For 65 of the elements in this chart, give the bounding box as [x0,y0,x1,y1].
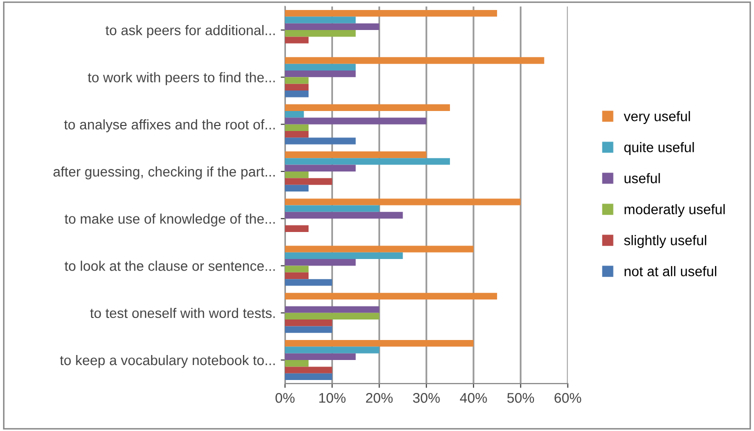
legend-label: slightly useful [624,235,706,248]
legend-label: very useful [624,111,690,124]
bar [285,292,498,300]
y-tick-label: to keep a vocabulary notebook to... [60,354,275,368]
bar [285,252,403,260]
bar [285,104,450,111]
bar [285,353,356,360]
bar [285,306,380,313]
bar [285,130,309,138]
y-tick-label: after guessing, checking if the part... [53,166,275,180]
x-tick-label: 10% [319,392,346,403]
bar [285,84,309,91]
bar [285,138,356,144]
x-tick-label: 60% [554,392,582,403]
x-tick-label: 40% [460,392,487,403]
bar [285,178,332,185]
bar [285,30,356,37]
bar [285,90,309,98]
x-tick-label: 0% [276,392,295,403]
bar [285,225,309,232]
bar [285,198,521,206]
bar [285,346,380,354]
bar [285,164,356,172]
x-tick-label: 50% [507,392,534,403]
bar [285,57,544,64]
legend-label: moderatly useful [624,204,725,217]
y-tick-label: to look at the clause or sentence... [64,260,275,271]
bar [285,312,380,320]
bar [285,184,309,192]
bar [285,279,332,286]
bar [285,118,426,124]
bar [285,366,332,374]
bar [285,259,356,266]
bar [285,205,380,212]
y-tick-label: to test oneself with word tests. [90,308,275,318]
legend-label: not at all useful [624,266,716,276]
y-tick-label: to work with peers to find the... [88,72,275,86]
bar [285,10,498,17]
x-tick-label: 20% [366,392,393,403]
bar [285,23,380,30]
bar [285,124,309,131]
bar [285,360,309,367]
bar [285,70,356,78]
bar [285,158,450,165]
bar [285,326,332,333]
bar [285,77,309,84]
bar [285,340,474,347]
bar [285,16,356,24]
bar [285,272,309,280]
bar [285,64,356,70]
bar [285,151,426,158]
legend-label: useful [624,173,660,184]
bar [285,320,332,326]
y-tick-label: to analyse affixes and the root of... [64,119,275,132]
bar [285,171,309,178]
legend-label: quite useful [624,142,694,155]
bar [285,36,309,44]
y-tick-label: to ask peers for additional... [106,25,275,38]
bar [285,212,403,219]
bar [285,110,304,118]
x-tick-label: 30% [413,392,440,403]
bar [285,266,309,272]
y-tick-label: to make use of knowledge of the... [64,214,275,227]
bar [285,246,474,252]
bar [285,373,332,380]
